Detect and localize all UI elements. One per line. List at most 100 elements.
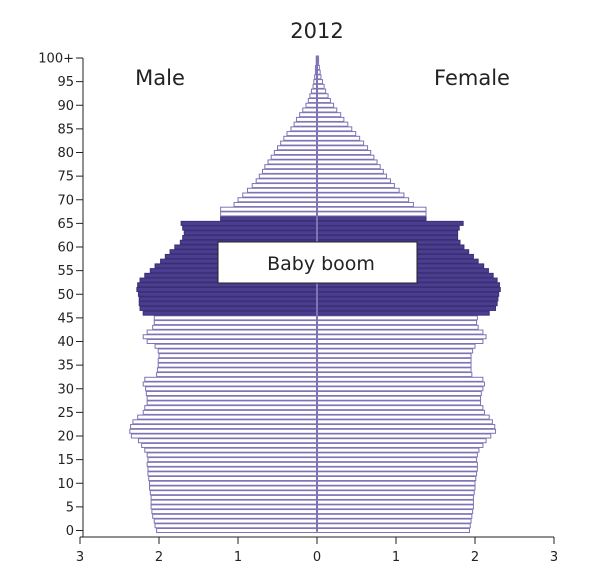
female-bar bbox=[316, 329, 484, 335]
female-bar bbox=[316, 381, 485, 387]
female-bar bbox=[316, 480, 476, 486]
male-bar bbox=[137, 414, 318, 420]
male-bar bbox=[149, 480, 318, 486]
male-bar bbox=[139, 305, 318, 311]
male-bar bbox=[144, 405, 318, 411]
female-bar bbox=[316, 485, 476, 491]
male-bar bbox=[152, 513, 318, 519]
male-bar bbox=[255, 178, 318, 184]
y-tick-label: 0 bbox=[66, 524, 74, 539]
male-bar bbox=[180, 220, 318, 226]
male-bar bbox=[156, 527, 318, 534]
female-bar bbox=[316, 518, 472, 524]
male-bar bbox=[130, 433, 318, 439]
male-bar bbox=[286, 131, 318, 137]
y-tick-label: 70 bbox=[57, 193, 74, 208]
y-tick-label: 85 bbox=[57, 122, 74, 137]
male-bar bbox=[251, 183, 318, 189]
female-bar bbox=[316, 372, 473, 378]
female-bar bbox=[316, 348, 474, 354]
male-bar bbox=[144, 376, 318, 382]
male-label: Male bbox=[135, 66, 185, 90]
female-bar bbox=[316, 419, 493, 425]
male-bar bbox=[309, 93, 318, 99]
male-bar bbox=[144, 447, 318, 453]
female-bar bbox=[316, 424, 496, 430]
female-label: Female bbox=[434, 66, 510, 90]
male-bar bbox=[273, 149, 318, 156]
male-bar bbox=[147, 471, 318, 477]
male-bar bbox=[183, 230, 318, 236]
female-bar bbox=[316, 386, 484, 392]
annotation-box-rect bbox=[217, 241, 418, 284]
y-tick-label: 10 bbox=[57, 477, 74, 492]
male-bar bbox=[145, 390, 318, 396]
male-bar bbox=[137, 291, 318, 297]
y-tick-label: 15 bbox=[57, 453, 74, 468]
chart-title: 2012 bbox=[290, 19, 343, 43]
y-tick-label: 40 bbox=[57, 335, 74, 350]
male-bar bbox=[293, 121, 318, 127]
male-bar bbox=[130, 424, 318, 430]
y-tick-label: 20 bbox=[57, 430, 74, 445]
female-bar bbox=[316, 305, 497, 311]
female-bar bbox=[316, 509, 474, 515]
male-bar bbox=[136, 287, 318, 293]
female-bar bbox=[316, 315, 478, 321]
female-bar bbox=[316, 457, 478, 463]
male-bar bbox=[157, 362, 318, 368]
female-bar bbox=[316, 149, 372, 156]
male-bar bbox=[233, 201, 318, 207]
male-bar bbox=[147, 457, 318, 463]
male-bar bbox=[142, 409, 318, 415]
female-bar bbox=[316, 93, 329, 99]
male-bar bbox=[258, 173, 318, 179]
male-bar bbox=[264, 164, 318, 170]
female-bar bbox=[316, 164, 381, 170]
female-bar bbox=[316, 504, 474, 510]
male-bar bbox=[146, 400, 318, 406]
male-bar bbox=[261, 168, 318, 174]
female-bar bbox=[316, 225, 460, 231]
y-tick-label: 5 bbox=[66, 500, 74, 515]
female-bar bbox=[316, 490, 475, 496]
male-bar bbox=[146, 329, 318, 335]
y-tick-label: 95 bbox=[57, 75, 74, 90]
male-bar bbox=[156, 367, 318, 373]
x-tick-label: 2 bbox=[155, 550, 163, 565]
female-bar bbox=[316, 527, 470, 534]
female-bar bbox=[316, 154, 375, 160]
y-tick-label: 35 bbox=[57, 359, 74, 374]
male-bar bbox=[220, 216, 318, 222]
male-bar bbox=[280, 140, 318, 146]
female-bar bbox=[316, 362, 472, 368]
female-bar bbox=[316, 121, 349, 127]
male-bar bbox=[142, 334, 318, 340]
male-bar bbox=[146, 452, 318, 458]
male-bar bbox=[154, 523, 318, 529]
y-tick-label: 30 bbox=[57, 382, 74, 397]
x-tick-label: 3 bbox=[76, 550, 84, 565]
male-bar bbox=[145, 386, 318, 392]
x-tick-label: 1 bbox=[392, 550, 400, 565]
female-bar bbox=[316, 494, 474, 500]
female-bar bbox=[316, 220, 464, 226]
male-bar bbox=[237, 197, 318, 203]
female-bar bbox=[316, 168, 384, 174]
male-bar bbox=[150, 504, 318, 510]
y-tick-label: 90 bbox=[57, 99, 74, 114]
female-bar bbox=[316, 116, 345, 122]
y-tick-label: 75 bbox=[57, 170, 74, 185]
female-bar bbox=[316, 131, 357, 137]
female-bar bbox=[316, 390, 482, 396]
male-bar bbox=[137, 438, 318, 444]
female-bar bbox=[316, 287, 501, 293]
female-bar bbox=[316, 126, 353, 132]
male-bar bbox=[132, 419, 318, 425]
y-tick-label: 45 bbox=[57, 311, 74, 326]
male-bar bbox=[305, 102, 318, 108]
female-bar bbox=[316, 513, 473, 519]
male-bar bbox=[146, 461, 318, 467]
male-bar bbox=[148, 476, 318, 482]
